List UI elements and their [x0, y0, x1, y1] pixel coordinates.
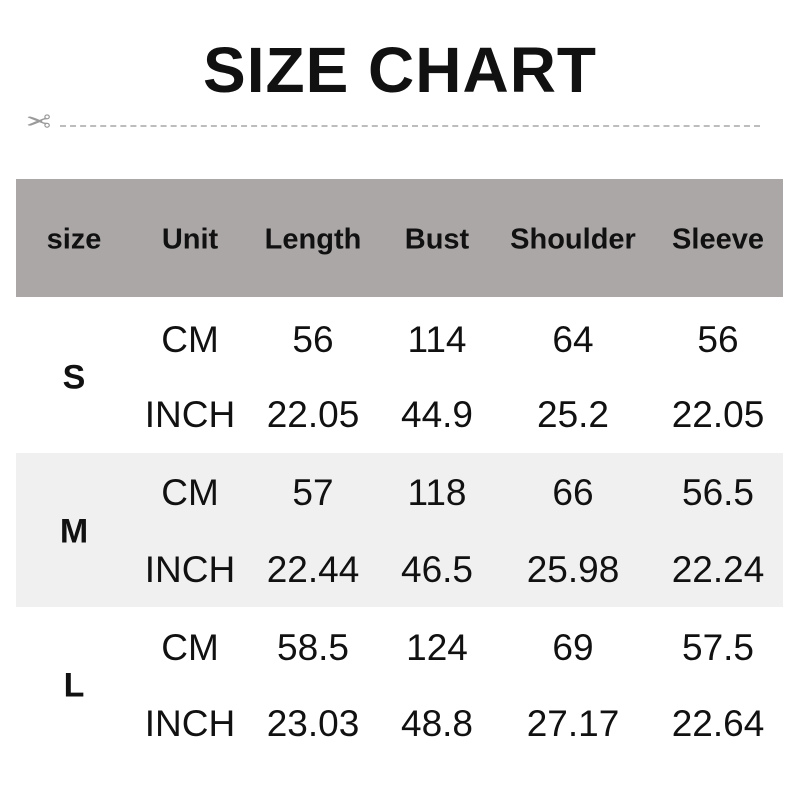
- column-header: Length: [264, 223, 362, 256]
- measurement-value: 22.24: [671, 549, 765, 590]
- measurement-value: 44.9: [400, 394, 474, 435]
- measurement-value: 46.5: [400, 549, 474, 590]
- measurement-value: 56: [697, 319, 739, 360]
- measurement-value: 66: [552, 472, 594, 513]
- unit-label: CM: [161, 472, 219, 513]
- page-title: SIZE CHART: [203, 34, 597, 106]
- measurement-value: 25.2: [536, 394, 610, 435]
- measurement-value: 57: [292, 472, 334, 513]
- unit-label: INCH: [144, 394, 236, 435]
- measurement-value: 22.05: [266, 394, 360, 435]
- column-header: Unit: [161, 223, 219, 256]
- measurement-value: 22.44: [266, 549, 360, 590]
- measurement-value: 124: [406, 627, 468, 668]
- measurement-value: 56: [292, 319, 334, 360]
- scissors-icon: ✂: [26, 106, 52, 139]
- measurement-value: 27.17: [526, 703, 620, 744]
- size-label: S: [62, 358, 86, 396]
- column-header: Bust: [404, 223, 470, 256]
- cut-line-divider: ✂: [26, 106, 760, 139]
- measurement-value: 48.8: [400, 703, 474, 744]
- measurement-value: 58.5: [276, 627, 350, 668]
- table-header: [16, 179, 783, 297]
- measurement-value: 22.64: [671, 703, 765, 744]
- row-stripe: [16, 453, 783, 607]
- column-header: Sleeve: [672, 223, 764, 256]
- measurement-value: 22.05: [671, 394, 765, 435]
- measurement-value: 118: [407, 472, 467, 513]
- unit-label: INCH: [144, 549, 236, 590]
- unit-label: CM: [161, 319, 219, 360]
- measurement-value: 114: [407, 319, 467, 360]
- measurement-value: 23.03: [266, 703, 360, 744]
- size-label: M: [59, 512, 89, 550]
- unit-label: CM: [161, 627, 219, 668]
- unit-label: INCH: [144, 703, 236, 744]
- measurement-value: 57.5: [681, 627, 755, 668]
- column-header: size: [46, 223, 102, 256]
- measurement-value: 25.98: [526, 549, 620, 590]
- column-header: Shoulder: [510, 223, 636, 256]
- measurement-value: 69: [552, 627, 594, 668]
- measurement-value: 64: [552, 319, 594, 360]
- measurement-value: 56.5: [681, 472, 755, 513]
- size-label: L: [63, 666, 85, 705]
- dashed-line: [60, 125, 760, 127]
